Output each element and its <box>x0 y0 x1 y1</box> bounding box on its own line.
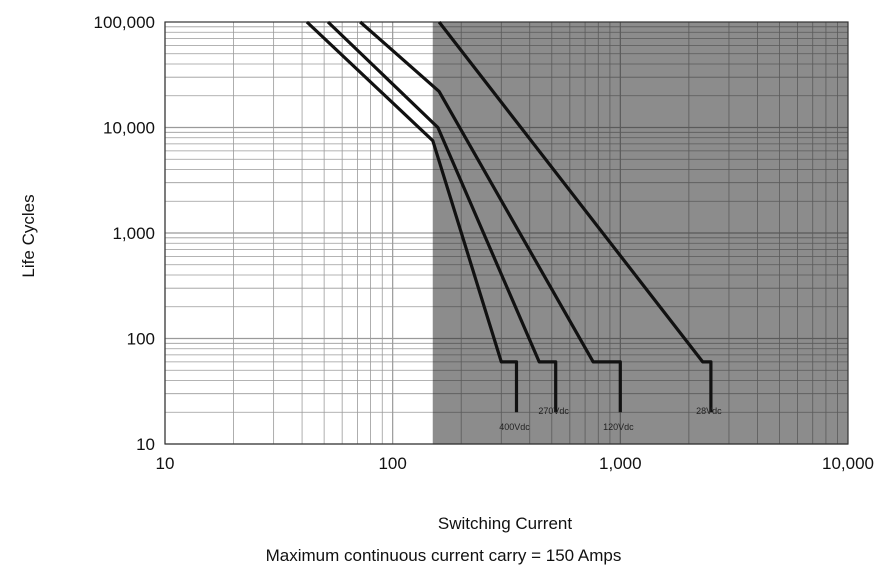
x-tick-label: 1,000 <box>599 454 642 473</box>
series-line-270vdc <box>326 20 558 413</box>
x-tick-label: 10,000 <box>822 454 874 473</box>
series-label-120vdc: 120Vdc <box>603 422 634 432</box>
series-label-270vdc: 270Vdc <box>538 406 569 416</box>
series-line-28vdc <box>437 21 713 413</box>
y-tick-label: 10 <box>136 435 155 454</box>
plot-frame <box>164 21 849 445</box>
series-line-400vdc <box>305 20 519 413</box>
y-tick-label: 1,000 <box>112 224 155 243</box>
y-tick-labels: 10 100 1,000 10,000 100,000 <box>94 13 155 454</box>
series-labels: 400Vdc 270Vdc 120Vdc 28Vdc <box>499 406 722 432</box>
chart-caption: Maximum continuous current carry = 150 A… <box>265 546 622 565</box>
series-lines <box>305 20 713 413</box>
x-axis-title: Switching Current <box>438 514 572 533</box>
y-tick-label: 100,000 <box>94 13 155 32</box>
series-label-400vdc: 400Vdc <box>499 422 530 432</box>
y-tick-label: 10,000 <box>103 119 155 138</box>
plot-border <box>164 21 849 445</box>
y-tick-label: 100 <box>127 330 155 349</box>
x-tick-label: 10 <box>156 454 175 473</box>
x-tick-label: 100 <box>378 454 406 473</box>
y-axis-title: Life Cycles <box>19 194 38 277</box>
series-label-28vdc: 28Vdc <box>696 406 722 416</box>
series-line-120vdc <box>359 20 622 413</box>
x-tick-labels: 10 100 1,000 10,000 <box>156 454 874 473</box>
